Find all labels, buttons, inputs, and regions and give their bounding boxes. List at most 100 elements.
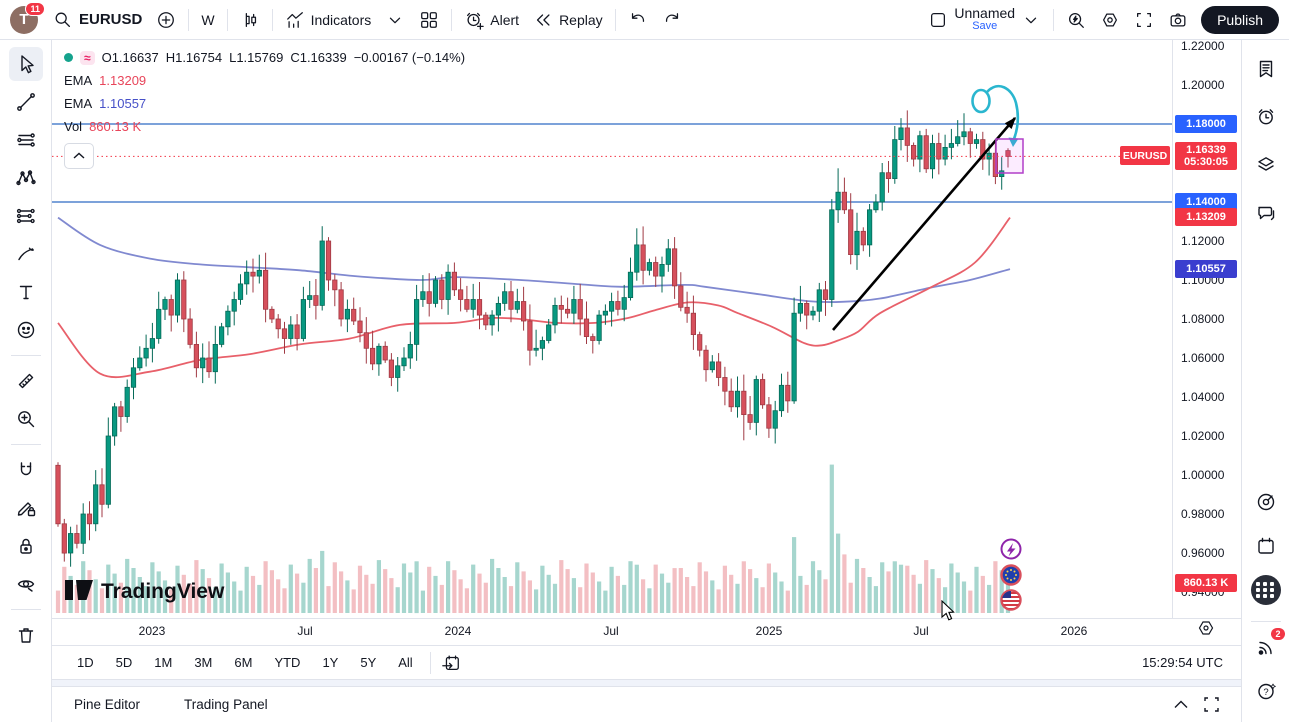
tool-trend-line[interactable] (9, 85, 43, 119)
ema2-value: 1.10557 (99, 96, 147, 111)
range-button-1D[interactable]: 1D (77, 655, 94, 670)
panel-divider (52, 679, 1241, 687)
panel-watchlist[interactable] (1249, 52, 1283, 86)
emoji-icon (15, 319, 37, 341)
indicators-button[interactable]: Indicators (278, 6, 379, 34)
goto-date-button[interactable] (441, 653, 461, 673)
panel-chat[interactable] (1249, 196, 1283, 230)
divider (188, 8, 190, 31)
indicators-templates-dropdown[interactable] (378, 6, 412, 34)
tool-text-tool[interactable] (9, 275, 43, 309)
timeframe-label: W (201, 11, 215, 28)
divider (271, 8, 273, 31)
trend-line-icon (15, 91, 37, 113)
time-axis[interactable]: 2023 Jul 2024 Jul 2025 Jul 2026 (52, 618, 1241, 646)
redo-button[interactable] (655, 6, 689, 34)
symbol-search-button[interactable]: EURUSD (46, 6, 149, 34)
panel-maximize-icon[interactable] (1204, 697, 1219, 712)
camera-icon (1168, 10, 1188, 30)
divider (10, 355, 41, 356)
price-label-box: 1.18000 (1175, 115, 1237, 133)
economic-event-eu (1000, 564, 1022, 586)
tab-trading-panel[interactable]: Trading Panel (184, 697, 268, 712)
range-button-1Y[interactable]: 1Y (322, 655, 339, 670)
range-button-YTD[interactable]: YTD (274, 655, 301, 670)
quick-search-button[interactable] (1059, 6, 1093, 34)
legend-ema1-row[interactable]: EMA 1.13209 (64, 73, 465, 88)
price-tick: 1.04000 (1181, 390, 1225, 404)
panel-expand-up-icon[interactable] (1174, 700, 1188, 709)
legend-ema2-row[interactable]: EMA 1.10557 (64, 96, 465, 111)
range-button-5Y[interactable]: 5Y (360, 655, 377, 670)
chevron-down-icon (1021, 10, 1041, 30)
streams-badge: 2 (1271, 628, 1285, 640)
tool-projection[interactable] (9, 199, 43, 233)
zoom-in-icon (15, 408, 37, 430)
help-icon: ? (1255, 680, 1277, 702)
chart-legend: ≈ O1.16637 H1.16754 L1.15769 C1.16339 −0… (64, 50, 465, 142)
settings-button[interactable] (1093, 6, 1127, 34)
grid-layout-button[interactable] (412, 6, 446, 34)
range-button-6M[interactable]: 6M (234, 655, 253, 670)
panel-help[interactable]: ? (1249, 674, 1283, 708)
tool-xabcd-pattern[interactable] (9, 161, 43, 195)
tool-brush[interactable] (9, 237, 43, 271)
tool-remove-drawings[interactable] (9, 618, 43, 652)
price-axis[interactable]: 1.22000 1.20000 1.12000 1.10000 1.08000 1.060… (1172, 39, 1242, 618)
legend-open: O1.16637 (101, 50, 159, 65)
tool-hide-drawings[interactable] (9, 567, 43, 601)
alert-button[interactable]: Alert (457, 6, 526, 34)
time-tick: 2023 (138, 624, 166, 638)
tool-emoji[interactable] (9, 313, 43, 347)
price-tick: 1.02000 (1181, 429, 1225, 443)
replay-button[interactable]: Replay (526, 6, 610, 34)
tool-cursor[interactable] (8, 47, 43, 81)
top-toolbar: T 11 EURUSD W Indicators Alert Replay (0, 0, 1289, 40)
ruler-icon (15, 370, 37, 392)
undo-button[interactable] (621, 6, 655, 34)
range-button-All[interactable]: All (398, 655, 413, 670)
symbol-price-tag: EURUSD (1120, 146, 1170, 165)
axis-settings-icon[interactable] (1197, 619, 1215, 637)
panel-alerts[interactable] (1249, 100, 1283, 134)
clock[interactable]: 15:29:54 UTC (1142, 655, 1223, 670)
chart-style-button[interactable] (233, 6, 267, 34)
tool-zoom-in[interactable] (9, 402, 43, 436)
tab-pine-editor[interactable]: Pine Editor (74, 697, 141, 712)
fullscreen-button[interactable] (1127, 6, 1161, 34)
legend-change: −0.00167 (−0.14%) (353, 50, 466, 65)
projection-icon (15, 205, 37, 227)
compare-add-button[interactable] (149, 6, 183, 34)
user-avatar[interactable]: T 11 (10, 1, 45, 34)
panel-calendar[interactable] (1249, 529, 1283, 563)
publish-button[interactable]: Publish (1201, 5, 1279, 34)
timeframe-button[interactable]: W (194, 8, 221, 32)
notification-badge: 11 (25, 1, 45, 16)
tool-horizontal-lines[interactable] (9, 123, 43, 157)
panel-screener[interactable] (1249, 485, 1283, 519)
tool-magnet[interactable] (9, 453, 43, 487)
avatar-letter: T (19, 11, 29, 28)
panel-object-tree[interactable] (1249, 148, 1283, 182)
price-chart[interactable]: TradingView (52, 40, 1172, 618)
legend-main-row[interactable]: ≈ O1.16637 H1.16754 L1.15769 C1.16339 −0… (64, 50, 465, 65)
volume-value: 860.13 K (89, 119, 142, 134)
layout-select-button[interactable]: Unnamed Save (921, 3, 1048, 37)
range-button-5D[interactable]: 5D (115, 655, 133, 670)
range-button-3M[interactable]: 3M (194, 655, 213, 670)
panel-apps[interactable] (1249, 573, 1283, 607)
quick-search-icon (1066, 10, 1086, 30)
indicators-icon (285, 10, 305, 30)
price-tick: 1.12000 (1181, 234, 1225, 248)
panel-streams[interactable]: 2 (1249, 628, 1285, 664)
snapshot-button[interactable] (1161, 6, 1195, 34)
legend-high: H1.16754 (165, 50, 223, 65)
legend-collapse-button[interactable] (64, 143, 94, 169)
tool-drawing-mode[interactable] (9, 491, 43, 525)
legend-volume-row[interactable]: Vol 860.13 K (64, 119, 465, 134)
range-button-1M[interactable]: 1M (154, 655, 173, 670)
tool-ruler[interactable] (9, 364, 43, 398)
tradingview-watermark: TradingView (65, 580, 225, 603)
save-label[interactable]: Save (972, 19, 998, 32)
tool-lock-drawings[interactable] (9, 529, 43, 563)
